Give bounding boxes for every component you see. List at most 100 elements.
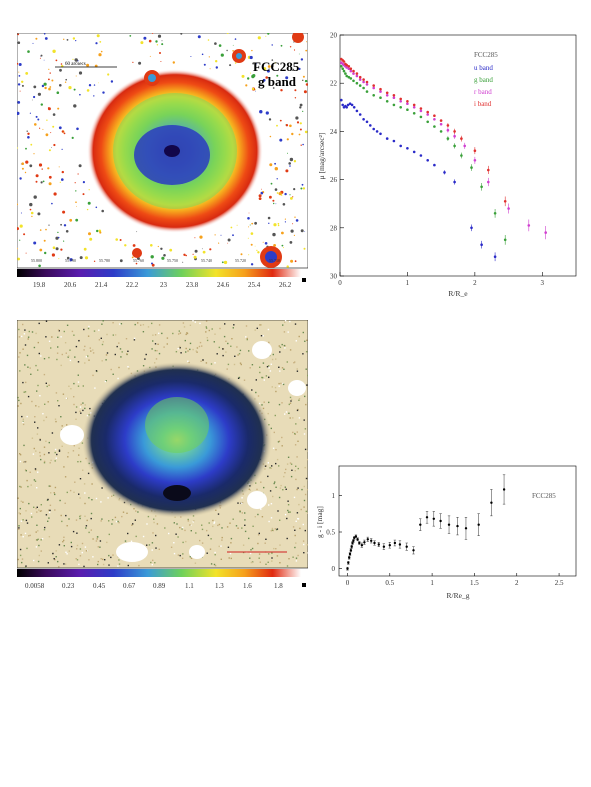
noise-pixel [36,433,39,435]
noise-pixel [120,323,123,325]
noise-pixel [82,385,84,387]
background-speck [16,111,20,115]
noise-pixel [290,398,293,401]
noise-pixel [69,489,72,492]
data-point [453,180,456,184]
noise-pixel [284,472,286,474]
noise-pixel [248,537,250,540]
noise-pixel [37,560,40,563]
background-speck [152,32,154,34]
noise-pixel [242,544,245,546]
noise-pixel [293,362,295,364]
background-speck [255,90,256,92]
noise-pixel [272,447,275,449]
background-speck [17,101,21,104]
data-point [480,185,483,189]
background-speck [102,91,105,94]
svg-text:0.45: 0.45 [93,582,106,590]
noise-pixel [38,544,40,547]
noise-pixel [105,354,108,356]
background-speck [59,181,61,183]
data-point [352,69,355,73]
noise-pixel [61,353,63,356]
noise-pixel [206,552,208,554]
noise-pixel [150,561,152,564]
background-speck [33,153,35,155]
noise-pixel [63,536,65,538]
background-speck [265,76,268,79]
noise-pixel [295,478,297,481]
data-point [398,543,402,546]
noise-pixel [168,532,170,535]
background-speck [180,32,183,35]
noise-pixel [96,536,99,538]
noise-pixel [85,356,88,358]
noise-pixel [24,566,27,568]
y-tick-label: 26 [330,176,338,184]
background-speck [290,259,294,263]
noise-pixel [39,451,41,454]
noise-pixel [57,346,59,348]
svg-text:25.4: 25.4 [248,281,261,289]
noise-pixel [45,416,48,418]
noise-pixel [220,545,222,547]
noise-pixel [184,339,186,342]
background-speck [16,227,19,231]
noise-pixel [173,522,175,524]
noise-pixel [122,511,125,513]
data-point [352,539,355,542]
noise-pixel [213,341,215,343]
noise-pixel [286,463,289,465]
background-speck [294,216,296,218]
data-point [493,212,497,215]
noise-pixel [77,461,79,463]
noise-pixel [27,395,30,398]
background-speck [227,242,229,244]
noise-pixel [57,329,60,331]
noise-pixel [297,487,299,489]
background-speck [68,86,72,90]
background-speck [273,223,277,227]
noise-pixel [31,400,33,403]
noise-pixel [235,525,238,527]
legend-entry: u band [474,64,493,72]
noise-pixel [230,345,232,347]
background-speck [300,144,302,146]
background-speck [276,178,278,180]
noise-pixel [181,557,184,559]
background-speck [223,260,228,265]
noise-pixel [270,363,272,365]
noise-pixel [100,501,102,503]
background-speck [286,265,289,268]
noise-pixel [296,512,299,514]
noise-pixel [292,526,295,528]
noise-pixel [294,534,296,537]
noise-pixel [287,500,289,502]
noise-pixel [79,548,82,550]
noise-pixel [274,528,276,530]
noise-pixel [189,556,191,558]
noise-pixel [294,546,296,549]
background-speck [209,248,212,251]
noise-pixel [102,341,104,343]
background-speck [190,56,192,57]
noise-pixel [36,511,38,513]
background-speck [99,231,102,234]
background-speck [129,35,132,37]
background-speck [48,224,50,226]
noise-pixel [271,552,273,554]
background-speck [289,46,292,48]
noise-pixel [303,552,305,554]
noise-pixel [302,523,304,526]
background-speck [52,113,56,116]
noise-pixel [248,350,250,352]
noise-pixel [112,554,114,556]
noise-pixel [270,427,272,430]
noise-pixel [32,453,35,455]
background-speck [194,249,198,253]
noise-pixel [212,519,214,522]
background-speck [84,256,89,260]
data-point [439,122,443,126]
background-speck [276,74,279,77]
noise-pixel [60,514,62,517]
